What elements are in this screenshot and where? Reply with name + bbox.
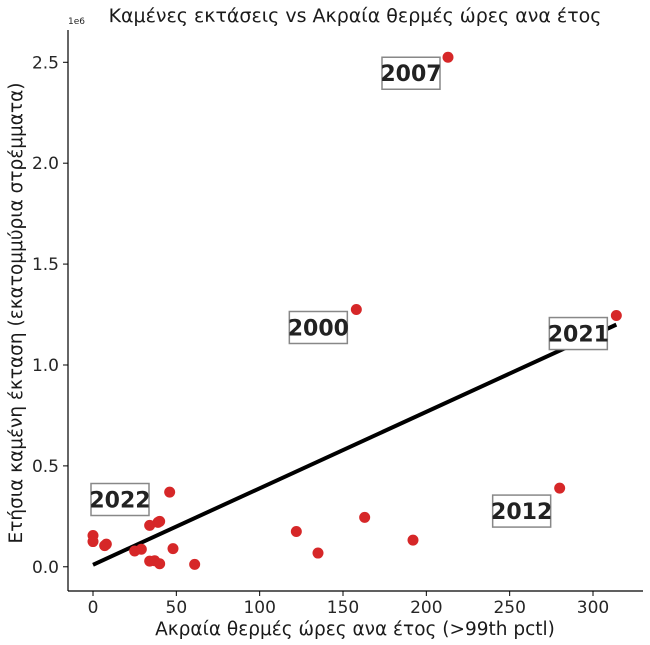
data-point (164, 486, 176, 498)
annotation-year-text: 2007 (380, 62, 441, 87)
data-point (100, 538, 112, 550)
data-point (189, 558, 201, 570)
y-tick-label: 2.5 (32, 53, 59, 73)
data-point (610, 310, 622, 322)
data-point (167, 543, 179, 555)
y-axis-label: Ετήσια καμένη έκταση (εκατομμύρια στρέμμ… (6, 83, 27, 544)
x-tick-label: 0 (88, 598, 99, 618)
regression-line (92, 322, 618, 567)
y-tick-label: 0.5 (32, 457, 59, 477)
y-axis-ticks: 0.0 0.5 1.0 1.5 2.0 2.5 (32, 53, 68, 578)
data-point (87, 536, 99, 548)
data-point (135, 543, 147, 555)
x-tick-label: 150 (327, 598, 359, 618)
y-axis-offset-label: 1e6 (68, 17, 85, 27)
annotation-box (491, 494, 552, 528)
data-point (154, 515, 166, 527)
annotation-box (381, 56, 441, 90)
x-tick-label: 100 (243, 598, 275, 618)
annotations: 2007 2000 2021 2012 2022 (89, 56, 609, 528)
x-axis-ticks: 0 50 100 150 200 250 300 (88, 591, 609, 618)
x-tick-label: 50 (166, 598, 188, 618)
data-points (87, 51, 622, 570)
data-point (442, 51, 454, 63)
x-tick-label: 300 (577, 598, 609, 618)
chart-title: Καμένες εκτάσεις vs Ακραία θερμές ώρες α… (109, 5, 602, 27)
data-point (350, 303, 362, 315)
annotation-box (548, 316, 609, 351)
annotation-year-text: 2000 (288, 316, 349, 341)
y-tick-label: 1.0 (32, 356, 59, 376)
annotation-year-text: 2022 (89, 489, 150, 514)
data-point (554, 482, 566, 494)
annotation-box (90, 482, 150, 517)
annotation-label: 2021 (548, 316, 609, 351)
annotation-year-text: 2021 (548, 323, 609, 348)
annotation-year-text: 2012 (491, 500, 552, 525)
data-point (290, 525, 302, 537)
x-tick-label: 250 (493, 598, 525, 618)
annotation-label: 2000 (288, 310, 349, 345)
data-point (312, 547, 324, 559)
y-tick-label: 1.5 (32, 255, 59, 275)
annotation-label: 2022 (89, 482, 151, 517)
annotation-box (288, 310, 349, 345)
data-point (144, 519, 156, 531)
x-axis-label: Ακραία θερμές ώρες ανα έτος (>99th pctl) (155, 619, 555, 640)
data-point (359, 511, 371, 523)
x-tick-label: 200 (410, 598, 442, 618)
y-tick-label: 2.0 (32, 154, 59, 174)
y-tick-label: 0.0 (32, 558, 59, 578)
data-point (154, 558, 166, 570)
annotation-label: 2007 (380, 56, 442, 90)
data-point (407, 534, 419, 546)
annotation-label: 2012 (491, 494, 552, 528)
trend-line-group (92, 322, 618, 567)
axes (67, 30, 643, 592)
